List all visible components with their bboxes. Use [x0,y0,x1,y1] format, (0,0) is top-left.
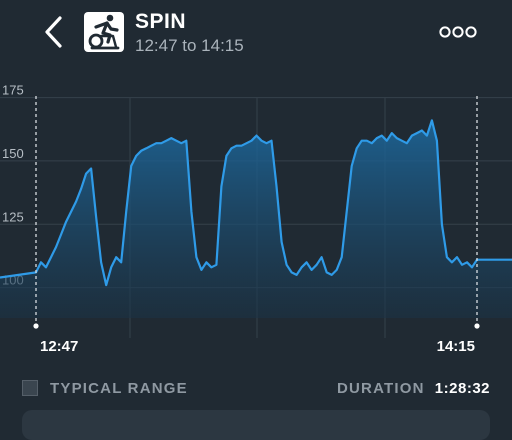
heart-rate-area [0,120,512,319]
duration: DURATION 1:28:32 [337,380,490,397]
y-tick-label: 150 [2,146,24,161]
typical-range-label[interactable]: TYPICAL RANGE [50,380,188,397]
y-tick-label: 175 [2,83,24,98]
heart-rate-line [0,119,512,287]
end-marker-dot [474,323,480,329]
ellipsis-icon [439,26,477,38]
y-tick-label: 125 [2,209,24,224]
chevron-left-icon [45,16,62,48]
spin-bike-icon [84,12,124,52]
activity-title: SPIN [135,10,187,33]
footer: TYPICAL RANGE DURATION 1:28:32 [0,372,512,408]
start-time-label: 12:47 [40,338,78,355]
back-button[interactable] [36,12,70,52]
duration-label: DURATION [336,380,425,397]
header: SPIN 12:47 to 14:15 [0,0,512,70]
details-card[interactable] [22,410,490,440]
duration-value: 1:28:32 [434,380,490,397]
more-options-button[interactable] [436,20,480,44]
end-time-label: 14:15 [437,338,475,355]
typical-range-swatch[interactable] [22,380,38,396]
activity-time-range: 12:47 to 14:15 [135,36,244,55]
start-marker-dot [33,323,39,329]
